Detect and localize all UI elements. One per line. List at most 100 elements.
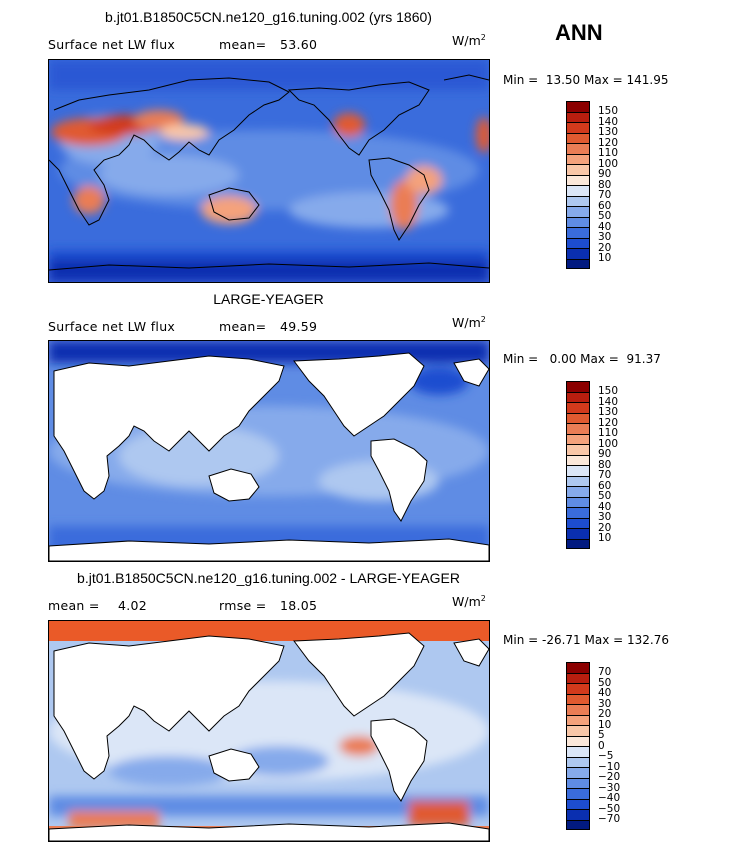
panel-3-rmse-label: rmse = [219,598,267,613]
colorbar-swatch [566,185,590,196]
panel-3-colorbar-boxes: 70 50 40 30 20 10 5 0 −5 −10 −20 −30 −40 −50 −70 [566,662,620,830]
panel-1-mean-value: 53.60 [280,37,318,52]
panel-2-colorbar: 150 140 130 120 110 100 90 80 70 60 50 40 30 20 10 [566,381,618,549]
panel-2-minmax: Min = 0.00 Max = 91.37 [503,352,661,366]
colorbar-swatch [566,433,590,444]
colorbar-label: −70 [598,813,621,825]
colorbar-swatch [566,412,590,423]
colorbar-swatch [566,788,590,799]
colorbar-label: 110 [598,147,619,159]
colorbar-label: 130 [598,406,619,418]
panel-1-mean-label: mean= [219,37,267,52]
colorbar-swatch [566,496,590,507]
colorbar-label: 140 [598,115,619,128]
colorbar-swatch [566,195,590,206]
panel-2-variable: Surface net LW flux [48,319,176,334]
panel-2-map [48,340,490,562]
colorbar-label: 20 [598,241,612,254]
panel-2-mean-label: mean= [219,319,267,334]
colorbar-swatch [566,735,590,746]
colorbar-swatch [566,402,590,413]
colorbar-label: 30 [598,511,612,523]
colorbar-label: 20 [598,708,612,720]
colorbar-swatch [566,237,590,248]
colorbar-label: 60 [598,199,612,212]
colorbar-swatch [566,538,590,549]
colorbar-label: 70 [598,666,612,678]
colorbar-swatch [566,454,590,465]
colorbar-swatch [566,132,590,143]
colorbar-swatch [566,143,590,154]
colorbar-label: 50 [598,676,612,689]
colorbar-swatch [566,693,590,704]
colorbar-swatch [566,248,590,259]
colorbar-label: 80 [598,458,612,471]
colorbar-label: −30 [598,781,621,794]
season-label: ANN [555,20,603,45]
colorbar-label: 10 [598,532,612,544]
colorbar-label: 0 [598,739,605,752]
colorbar-label: 120 [598,136,619,149]
colorbar-label: −40 [598,792,621,804]
colorbar-swatch [566,101,590,112]
panel-2-field [49,341,489,561]
colorbar-swatch [566,122,590,133]
colorbar-label: 150 [598,385,619,397]
colorbar-label: 50 [598,210,612,222]
colorbar-label: 60 [598,479,612,492]
colorbar-swatch [566,517,590,528]
colorbar-label: 30 [598,697,612,710]
colorbar-swatch [566,777,590,788]
colorbar-swatch [566,746,590,757]
colorbar-label: 100 [598,437,619,450]
panel-3-mean-label: mean = [48,598,100,613]
colorbar-label: 40 [598,500,612,513]
colorbar-label: 140 [598,395,619,408]
colorbar-label: −50 [598,802,621,815]
panel-3-minmax: Min = -26.71 Max = 132.76 [503,633,670,647]
panel-2-colorbar-boxes: 150 140 130 120 110 100 90 80 70 60 50 40 30 20 10 [566,381,618,549]
panel-1-title: b.jt01.B1850C5CN.ne120_g16.tuning.002 (y… [105,9,432,25]
colorbar-swatch [566,206,590,217]
colorbar-swatch [566,258,590,269]
colorbar-swatch [566,444,590,455]
colorbar-swatch [566,798,590,809]
colorbar-swatch [566,423,590,434]
colorbar-swatch [566,216,590,227]
panel-1-variable: Surface net LW flux [48,37,176,52]
colorbar-label: 110 [598,427,619,439]
colorbar-swatch [566,111,590,122]
panel-3-mean-value: 4.02 [118,598,148,613]
colorbar-label: 130 [598,126,619,138]
colorbar-swatch [566,662,590,673]
colorbar-label: 5 [598,729,605,741]
colorbar-label: 150 [598,105,619,117]
colorbar-swatch [566,725,590,736]
colorbar-label: 10 [598,252,612,264]
colorbar-swatch [566,528,590,539]
colorbar-label: 80 [598,178,612,191]
panel-1-colorbar-boxes: 150 140 130 120 110 100 90 80 70 60 50 40 30 20 10 [566,101,618,269]
colorbar-label: −20 [598,771,621,783]
panel-1-colorbar: 150 140 130 120 110 100 90 80 70 60 50 40 30 20 10 [566,101,618,269]
colorbar-label: 70 [598,189,612,201]
colorbar-swatch [566,507,590,518]
colorbar-label: 70 [598,469,612,481]
panel-3-units: W/m2 [452,594,486,610]
colorbar-swatch [566,486,590,497]
colorbar-label: −10 [598,760,621,773]
colorbar-label: 40 [598,687,612,699]
colorbar-swatch [566,683,590,694]
colorbar-swatch [566,227,590,238]
colorbar-swatch [566,475,590,486]
colorbar-label: 90 [598,168,612,180]
panel-2-title: LARGE-YEAGER [213,291,324,307]
colorbar-swatch [566,164,590,175]
panel-2-units: W/m2 [452,315,486,331]
colorbar-label: 120 [598,416,619,429]
colorbar-label: 50 [598,490,612,502]
panel-1-units: W/m2 [452,33,486,49]
colorbar-swatch [566,465,590,476]
colorbar-swatch [566,714,590,725]
panel-1-minmax: Min = 13.50 Max = 141.95 [503,73,669,87]
